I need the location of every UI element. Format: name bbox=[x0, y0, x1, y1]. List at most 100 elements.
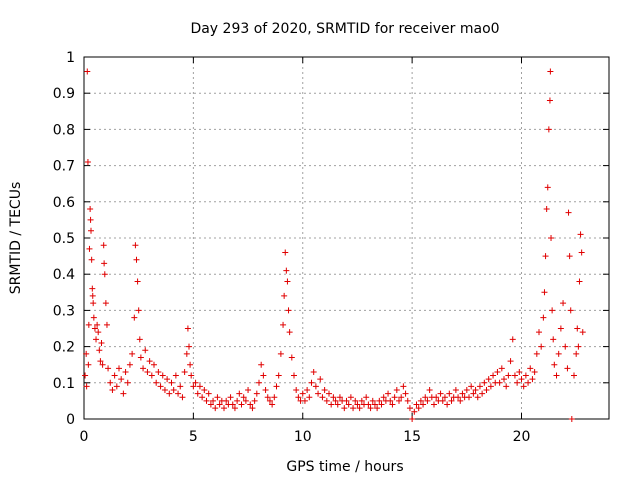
data-point bbox=[207, 401, 214, 408]
data-point bbox=[134, 278, 141, 285]
data-point bbox=[285, 307, 292, 314]
data-point bbox=[113, 383, 120, 390]
data-point bbox=[86, 245, 93, 252]
data-point bbox=[249, 405, 256, 412]
data-point bbox=[299, 390, 306, 397]
data-point bbox=[332, 397, 339, 404]
data-point bbox=[100, 242, 107, 249]
data-point bbox=[565, 209, 572, 216]
data-point bbox=[424, 397, 431, 404]
data-point bbox=[102, 300, 109, 307]
data-point bbox=[520, 383, 527, 390]
data-point bbox=[444, 401, 451, 408]
data-point bbox=[352, 397, 359, 404]
data-point bbox=[286, 329, 293, 336]
data-point bbox=[94, 321, 101, 328]
data-point bbox=[457, 397, 464, 404]
data-point bbox=[560, 300, 567, 307]
data-point bbox=[273, 383, 280, 390]
data-point bbox=[168, 379, 175, 386]
data-point bbox=[212, 405, 219, 412]
x-tick-label: 5 bbox=[189, 429, 198, 445]
data-point bbox=[485, 376, 492, 383]
y-tick-label: 0.5 bbox=[53, 231, 75, 247]
data-point bbox=[553, 372, 560, 379]
data-point bbox=[107, 379, 114, 386]
data-point bbox=[567, 307, 574, 314]
data-point bbox=[541, 289, 548, 296]
data-point bbox=[179, 394, 186, 401]
data-point bbox=[101, 271, 108, 278]
x-tick-label: 10 bbox=[294, 429, 312, 445]
data-point bbox=[400, 383, 407, 390]
data-point bbox=[186, 343, 192, 350]
data-point bbox=[91, 325, 98, 332]
data-point bbox=[441, 394, 448, 401]
data-point bbox=[374, 405, 381, 412]
data-point bbox=[89, 285, 96, 292]
data-point bbox=[116, 365, 122, 372]
data-point bbox=[109, 387, 116, 394]
data-point bbox=[196, 383, 203, 390]
data-point bbox=[575, 343, 582, 350]
data-point bbox=[151, 361, 157, 368]
data-point bbox=[566, 253, 573, 260]
data-point bbox=[103, 321, 110, 328]
data-point bbox=[547, 68, 554, 75]
data-point bbox=[387, 397, 394, 404]
data-point bbox=[240, 394, 247, 401]
data-point bbox=[194, 390, 201, 397]
y-tick-label: 0.8 bbox=[53, 122, 75, 138]
data-point bbox=[417, 397, 424, 404]
data-point bbox=[105, 365, 112, 372]
data-point bbox=[557, 325, 564, 332]
chart-title: Day 293 of 2020, SRMTID for receiver mao… bbox=[190, 21, 499, 37]
data-point bbox=[122, 368, 129, 375]
data-point bbox=[83, 350, 90, 357]
data-point bbox=[363, 394, 370, 401]
data-point bbox=[326, 390, 332, 397]
data-point bbox=[260, 372, 267, 379]
data-point bbox=[229, 401, 236, 408]
data-point bbox=[487, 383, 494, 390]
data-point bbox=[328, 401, 335, 408]
data-point bbox=[550, 336, 557, 343]
data-point bbox=[531, 368, 538, 375]
data-point bbox=[481, 379, 488, 386]
data-point bbox=[266, 397, 273, 404]
data-point bbox=[545, 126, 552, 133]
data-point bbox=[153, 379, 160, 386]
data-point bbox=[341, 405, 348, 412]
data-point bbox=[89, 292, 96, 299]
data-point bbox=[95, 329, 102, 336]
data-point bbox=[310, 368, 317, 375]
data-point bbox=[543, 206, 550, 213]
data-point bbox=[148, 372, 155, 379]
data-point bbox=[192, 379, 199, 386]
data-point bbox=[354, 401, 361, 408]
x-tick-label: 0 bbox=[80, 429, 89, 445]
y-tick-label: 0.1 bbox=[53, 376, 75, 392]
data-point bbox=[90, 314, 97, 321]
data-point bbox=[446, 390, 453, 397]
data-point bbox=[164, 376, 171, 383]
data-point bbox=[99, 361, 106, 368]
data-point bbox=[288, 354, 295, 361]
data-point bbox=[124, 379, 131, 386]
y-tick-label: 1 bbox=[66, 50, 75, 66]
data-point bbox=[549, 307, 556, 314]
data-point bbox=[548, 235, 555, 241]
data-point bbox=[459, 390, 466, 397]
data-point bbox=[183, 350, 190, 357]
data-point bbox=[498, 365, 505, 372]
data-point bbox=[365, 401, 372, 408]
data-point bbox=[518, 376, 525, 383]
x-axis-label: GPS time / hours bbox=[286, 459, 403, 475]
data-point bbox=[253, 390, 260, 397]
data-point bbox=[564, 365, 571, 372]
data-point bbox=[398, 394, 405, 401]
data-point bbox=[238, 401, 245, 408]
data-point bbox=[525, 379, 532, 386]
data-point bbox=[247, 401, 254, 408]
data-point bbox=[210, 397, 217, 404]
